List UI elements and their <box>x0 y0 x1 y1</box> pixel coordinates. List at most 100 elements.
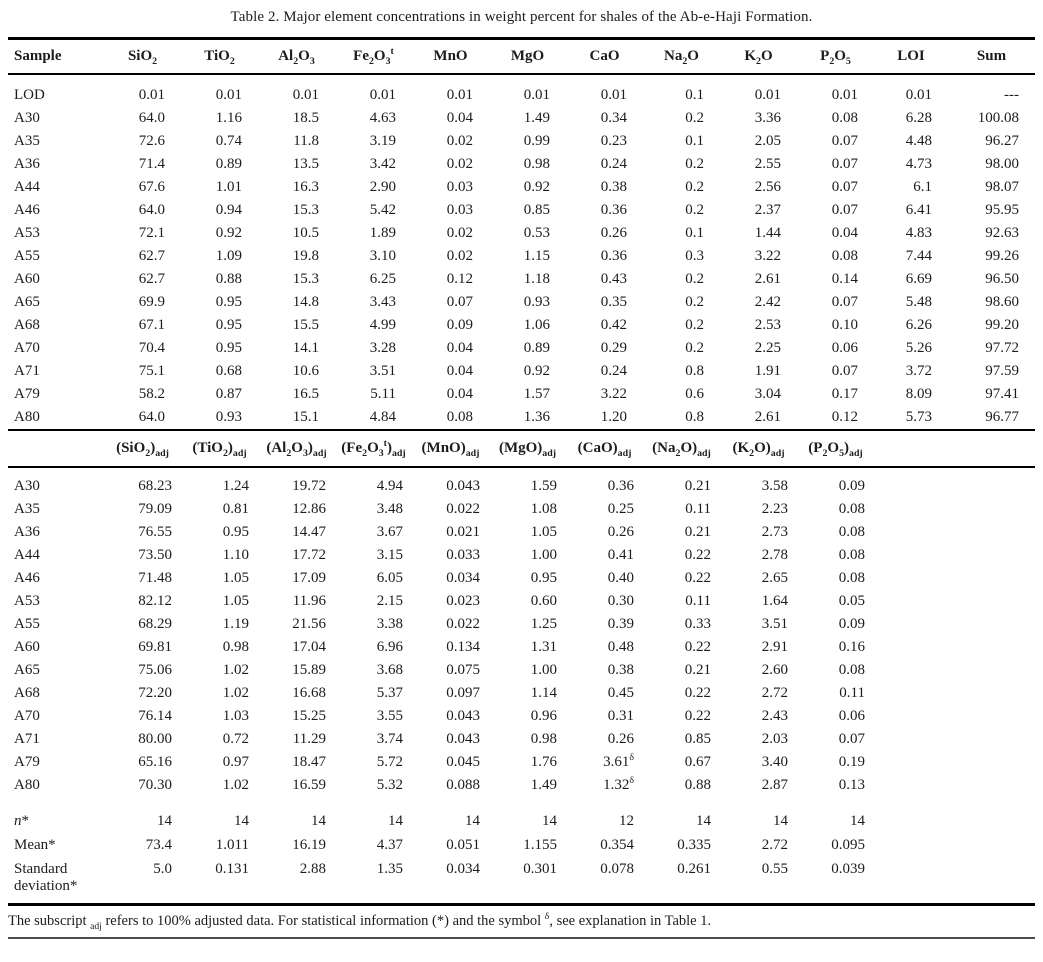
cell: 0.045 <box>446 754 480 770</box>
cell: 1.59 <box>530 478 557 494</box>
row-label: A71 <box>14 363 40 379</box>
cell: 96.27 <box>985 133 1019 149</box>
cell: 69.81 <box>138 639 172 655</box>
cell: 0.2 <box>685 156 704 172</box>
cell <box>948 797 1035 835</box>
cell: 99.20 <box>985 317 1019 333</box>
cell: 2.43 <box>761 708 788 724</box>
table-row: A44 67.6 1.01 16.3 2.90 0.03 0.92 0.38 0.2 2.56 0.… <box>8 176 1035 199</box>
cell: 65.16 <box>138 754 172 770</box>
cell: 0.25 <box>607 501 634 517</box>
table-row: A36 71.4 0.89 13.5 3.42 0.02 0.98 0.24 0.2 2.55 0.… <box>8 153 1035 176</box>
row-label: A44 <box>14 179 40 195</box>
cell: 3.36 <box>754 110 781 126</box>
cell: 0.01 <box>831 87 858 103</box>
cell: 2.15 <box>376 593 403 609</box>
cell: 0.36 <box>600 248 627 264</box>
cell: 0.92 <box>523 179 550 195</box>
cell: 1.01 <box>215 179 242 195</box>
cell: 0.16 <box>838 639 865 655</box>
cell: 1.57 <box>523 386 550 402</box>
cell: 0.88 <box>684 777 711 793</box>
cell: 0.02 <box>446 248 473 264</box>
cell: 0.31 <box>607 708 634 724</box>
cell: 71.48 <box>138 570 172 586</box>
cell: 0.01 <box>292 87 319 103</box>
cell: 3.55 <box>376 708 403 724</box>
cell: 76.14 <box>138 708 172 724</box>
cell <box>874 859 948 905</box>
cell: 0.09 <box>838 616 865 632</box>
cell: 64.0 <box>138 202 165 218</box>
cell: 1.011 <box>215 837 249 853</box>
cell: 15.5 <box>292 317 319 333</box>
cell <box>874 835 948 859</box>
table-row: A71 75.1 0.68 10.6 3.51 0.04 0.92 0.24 0.8 1.91 0.… <box>8 360 1035 383</box>
cell: 3.38 <box>376 616 403 632</box>
cell: 0.11 <box>685 593 711 609</box>
cell: 1.10 <box>222 547 249 563</box>
table-row: A55 62.7 1.09 19.8 3.10 0.02 1.15 0.36 0.3 3.22 0.… <box>8 245 1035 268</box>
cell: 6.1 <box>913 179 932 195</box>
cell: 0.74 <box>215 133 242 149</box>
cell: 0.22 <box>684 570 711 586</box>
cell: 99.26 <box>985 248 1019 264</box>
table-row: A36 76.55 0.95 14.47 3.67 0.021 1.05 0.26 0.21 2.… <box>8 521 1035 544</box>
cell: 6.05 <box>376 570 403 586</box>
cell: 1.02 <box>222 685 249 701</box>
cell: 0.85 <box>523 202 550 218</box>
cell: 0.261 <box>677 861 711 877</box>
cell: 0.043 <box>446 478 480 494</box>
cell <box>874 498 948 521</box>
cell: 1.00 <box>530 662 557 678</box>
cell: 6.69 <box>905 271 932 287</box>
cell: 0.075 <box>446 662 480 678</box>
cell: 1.15 <box>523 248 550 264</box>
cell: 14.47 <box>292 524 326 540</box>
cell: 0.26 <box>607 731 634 747</box>
table-row: A70 76.14 1.03 15.25 3.55 0.043 0.96 0.31 0.22 2.… <box>8 705 1035 728</box>
row-label: A30 <box>14 110 40 126</box>
cell: 3.42 <box>369 156 396 172</box>
cell: 0.301 <box>523 861 557 877</box>
cell: 0.22 <box>684 708 711 724</box>
cell: 14.1 <box>292 340 319 356</box>
cell: 2.60 <box>761 662 788 678</box>
cell: 0.19 <box>838 754 865 770</box>
cell: 64.0 <box>138 110 165 126</box>
cell: 1.44 <box>754 225 781 241</box>
cell: 0.11 <box>685 501 711 517</box>
cell: 75.1 <box>138 363 165 379</box>
cell: 3.48 <box>376 501 403 517</box>
cell: 68.29 <box>138 616 172 632</box>
cell: 0.97 <box>222 754 249 770</box>
cell: 0.22 <box>684 685 711 701</box>
cell: 2.42 <box>754 294 781 310</box>
cell: 98.00 <box>985 156 1019 172</box>
cell: 1.05 <box>222 593 249 609</box>
cell <box>948 751 1035 774</box>
cell: 62.7 <box>138 248 165 264</box>
cell: 2.91 <box>761 639 788 655</box>
cell: 0.98 <box>222 639 249 655</box>
blank-header-cell <box>874 429 948 468</box>
cell: 0.08 <box>446 409 473 425</box>
cell: 70.4 <box>138 340 165 356</box>
cell: 98.60 <box>985 294 1019 310</box>
table-row: A80 64.0 0.93 15.1 4.84 0.08 1.36 1.20 0.8 2.61 0.… <box>8 406 1035 430</box>
cell: 0.35 <box>600 294 627 310</box>
table-row: A65 69.9 0.95 14.8 3.43 0.07 0.93 0.35 0.2 2.42 0.… <box>8 291 1035 314</box>
row-label: LOD <box>14 87 45 103</box>
cell: 5.0 <box>153 861 172 877</box>
cell: 14 <box>234 813 249 829</box>
table-row: A60 69.81 0.98 17.04 6.96 0.134 1.31 0.48 0.22 2.… <box>8 636 1035 659</box>
cell: 0.6 <box>685 386 704 402</box>
table-row: LOD 0.01 0.01 0.01 0.01 0.01 0.01 0.01 0.1 0.01 0.… <box>8 74 1035 107</box>
cell: 0.335 <box>677 837 711 853</box>
table-row: A71 80.00 0.72 11.29 3.74 0.043 0.98 0.26 0.85 2.… <box>8 728 1035 751</box>
cell: 0.92 <box>523 363 550 379</box>
column-header: (MgO)adj <box>489 429 566 468</box>
cell: 3.22 <box>600 386 627 402</box>
row-label: Standard deviation* <box>14 861 78 894</box>
cell: 72.1 <box>138 225 165 241</box>
